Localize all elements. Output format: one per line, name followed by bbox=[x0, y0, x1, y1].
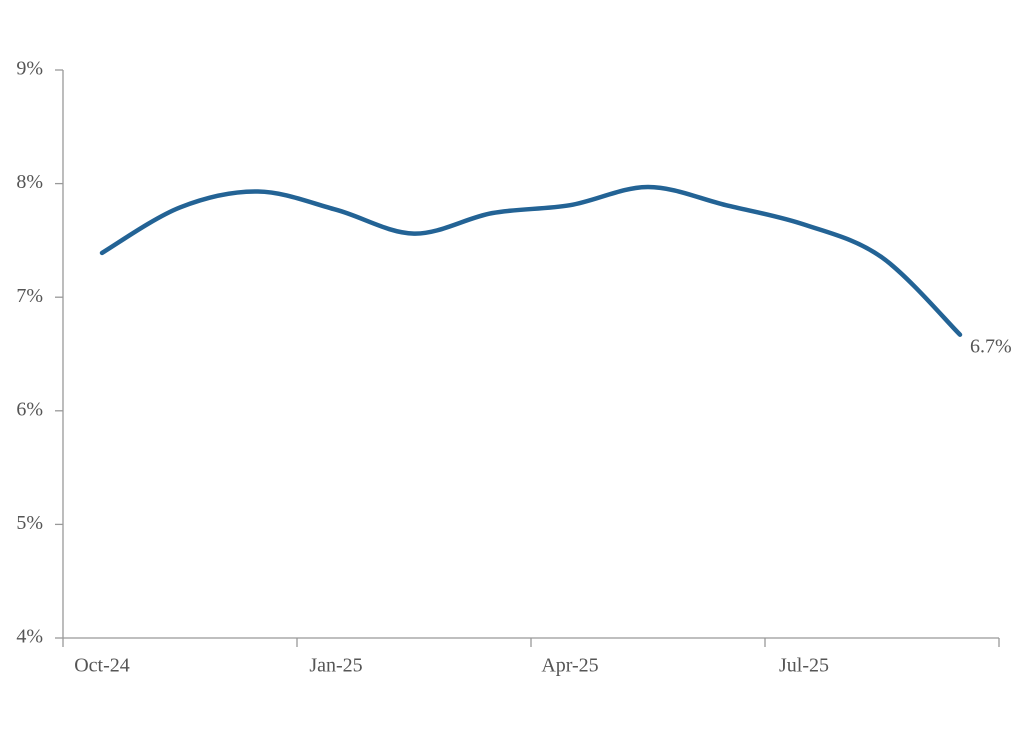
y-tick-label: 4% bbox=[16, 626, 43, 648]
x-tick-label: Jan-25 bbox=[309, 655, 362, 677]
data-label: 6.7% bbox=[970, 335, 1012, 357]
y-tick-label: 6% bbox=[16, 398, 43, 420]
x-tick-label: Apr-25 bbox=[541, 655, 598, 677]
y-tick-label: 7% bbox=[16, 285, 43, 307]
line bbox=[99, 184, 963, 337]
y-tick-label: 8% bbox=[16, 171, 43, 193]
y-tick-label: 5% bbox=[16, 512, 43, 534]
x-tick-label: Jul-25 bbox=[779, 655, 829, 677]
x-tick-label: Oct-24 bbox=[74, 655, 130, 677]
y-tick-label: 9% bbox=[16, 58, 43, 80]
